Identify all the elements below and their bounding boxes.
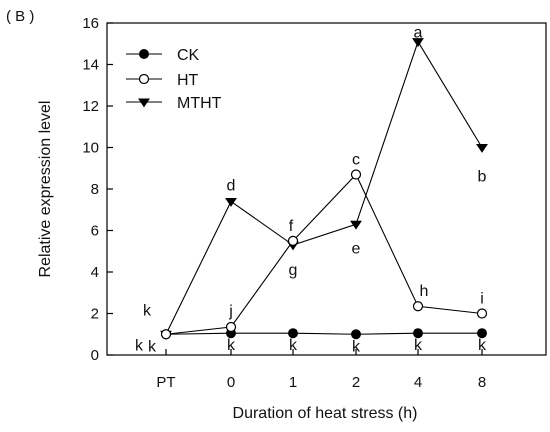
significance-label-ck: k [352,338,361,355]
legend-label-ht: HT [177,72,199,89]
significance-label-mtht: k [135,337,144,354]
significance-label-ck: k [478,337,487,354]
significance-label-ck: k [148,338,157,355]
series-line-ht [165,173,483,335]
y-tick-label: 12 [82,98,99,115]
x-tick-label: 2 [352,374,360,391]
data-point-ht [225,321,237,333]
y-axis-ticks: 0 2 4 6 8 10 12 14 16 [82,15,113,364]
legend-label-mtht: MTHT [177,95,222,112]
data-point-ck [413,328,423,339]
legend-marker-mtht [138,98,150,108]
legend-label-ck: CK [177,47,200,64]
significance-label-mtht: b [478,169,487,186]
x-axis-ticks: PT 0 1 2 4 8 [156,349,486,391]
x-axis-label: Duration of heat stress (h) [233,405,418,422]
significance-label-ck: k [289,337,298,354]
data-point-mtht [350,220,362,230]
data-point-ht [412,301,424,312]
data-point-ht [160,329,172,340]
significance-label-ht: i [480,291,484,308]
y-tick-label: 2 [91,306,99,323]
significance-label-ck: k [414,337,423,354]
y-tick-label: 10 [82,140,99,157]
significance-label-mtht: d [227,177,236,194]
y-tick-label: 0 [91,347,99,364]
significance-label-ht: c [352,151,360,168]
x-tick-label: 1 [289,374,297,391]
y-tick-label: 4 [91,264,99,281]
y-axis-label: Relative expression level [37,101,54,278]
x-tick-label: 8 [478,374,486,391]
significance-label-ht: k [143,302,152,319]
significance-label-ht: j [228,303,233,320]
data-point-ht [287,235,299,246]
data-point-ht [350,169,362,180]
significance-label-mtht: a [414,25,423,42]
series-points [160,38,488,340]
x-tick-label: 0 [227,374,235,391]
data-point-mtht [412,38,424,48]
legend: CK HT MTHT [126,47,222,112]
significance-label-mtht: g [289,262,298,279]
data-point-mtht [225,197,237,207]
series-lines [165,40,483,335]
data-point-ck [288,328,298,339]
data-point-mtht [476,144,488,153]
legend-marker-ht [138,73,150,85]
data-point-ht [476,308,488,319]
data-point-ck [477,328,487,339]
data-point-ck [351,329,361,340]
panel-label: ( B ) [6,8,34,25]
series-line-ck [165,332,482,335]
significance-label-ck: k [227,337,236,354]
y-tick-label: 14 [82,57,99,74]
y-tick-label: 8 [91,181,99,198]
significance-label-mtht: e [352,240,361,257]
x-tick-label: 4 [414,374,422,391]
y-tick-label: 16 [82,15,99,32]
significance-label-ht: f [289,218,294,235]
series-line-mtht [165,40,483,335]
x-tick-label: PT [156,374,175,391]
significance-label-ht: h [420,283,429,300]
legend-marker-ck [139,49,149,59]
y-tick-label: 6 [91,223,99,240]
